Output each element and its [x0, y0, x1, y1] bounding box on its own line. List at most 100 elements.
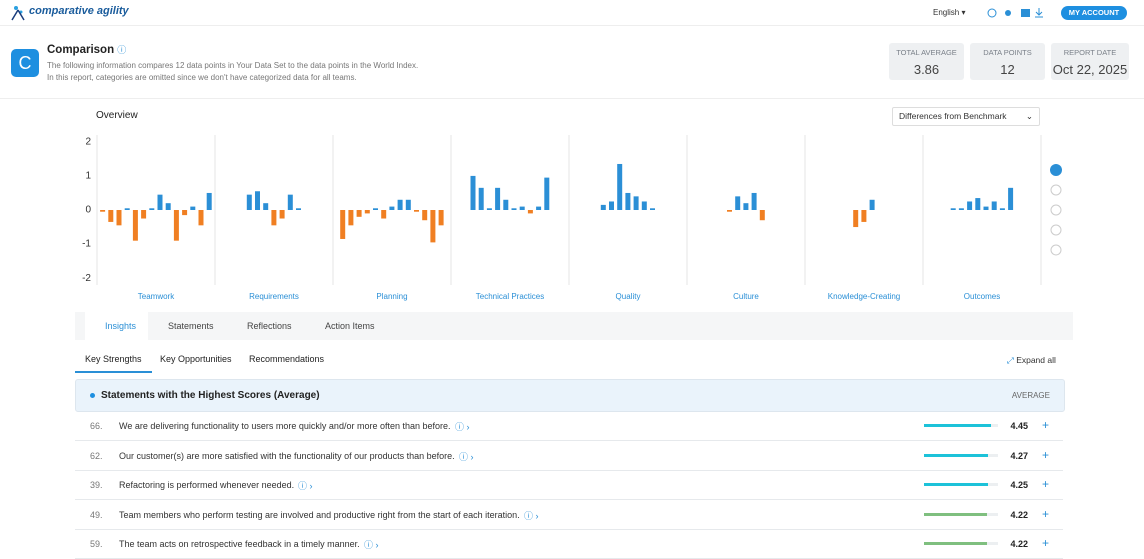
bar	[735, 196, 741, 210]
bar	[182, 210, 188, 216]
bar	[853, 210, 859, 228]
tab[interactable]: Insights	[85, 312, 149, 340]
info-icon: ⓘ ›	[455, 422, 470, 432]
bar	[165, 203, 171, 210]
view-icon[interactable]	[1050, 204, 1062, 216]
chart-title: Overview	[96, 110, 138, 121]
x-tick-label: Culture	[733, 292, 759, 301]
info-icon: ⓘ ›	[524, 510, 539, 521]
stat-card: REPORT DATE Oct 22, 2025	[1051, 43, 1129, 80]
subtab[interactable]: Key Strengths	[75, 345, 152, 373]
subtab[interactable]: Recommendations	[249, 354, 325, 364]
bar	[389, 206, 395, 210]
bar	[1008, 187, 1014, 210]
subtab[interactable]: Key Opportunities	[160, 354, 232, 364]
bar	[405, 199, 411, 210]
subtab-bar: Key Strengths Key Opportunities Recommenda…	[75, 345, 1063, 373]
description-line: In this report, categories are omitted s…	[47, 73, 357, 82]
tab-bar: Insights Statements Reflections Action Item…	[75, 312, 1073, 340]
score-bar	[924, 512, 988, 516]
row-number: 49.	[90, 509, 103, 520]
bar	[511, 208, 517, 210]
expand-row: +	[1041, 447, 1049, 462]
bar	[279, 210, 285, 219]
bar	[958, 208, 964, 210]
bar	[503, 199, 509, 210]
bar	[869, 199, 875, 210]
table-row[interactable]: 59. The team acts on retrospective feedba…	[75, 529, 1063, 559]
expand-all[interactable]: ⤢ Expand all	[1007, 355, 1056, 365]
bar	[296, 208, 301, 210]
bar	[198, 210, 204, 226]
bar	[373, 208, 378, 210]
column-header: AVERAGE	[1011, 391, 1050, 400]
stat-label: DATA POINTS	[983, 48, 1032, 57]
score-bar	[924, 453, 989, 457]
bar	[544, 177, 550, 210]
score-bar	[924, 424, 991, 427]
bar	[743, 203, 749, 210]
stat-value: 3.86	[913, 62, 940, 77]
table-row[interactable]: 62. Our customer(s) are more satisfied wi…	[75, 441, 1063, 471]
score: 4.25	[1010, 480, 1028, 490]
bar	[287, 194, 293, 210]
score-bar	[924, 483, 988, 486]
language[interactable]: English ▾	[933, 8, 966, 17]
view-icon[interactable]	[1050, 184, 1062, 196]
bar	[975, 198, 981, 210]
stat-value: Oct 22, 2025	[1052, 62, 1128, 77]
bar	[759, 210, 765, 221]
bar	[414, 210, 419, 212]
tab[interactable]: Reflections	[247, 321, 292, 331]
account-button[interactable]: MY ACCOUNT	[1061, 6, 1127, 20]
view-icon[interactable]	[1050, 244, 1062, 256]
bar	[255, 191, 260, 210]
chart-dropdown[interactable]: Differences from Benchmark ⌄	[892, 107, 1040, 126]
bar	[751, 192, 757, 210]
bar	[263, 203, 269, 210]
row-text: Team members who perform testing are inv…	[119, 509, 520, 520]
y-tick-label: -1	[82, 239, 91, 250]
bar	[609, 201, 614, 210]
expand-row: +	[1041, 506, 1049, 521]
table-row[interactable]: 66. We are delivering functionality to us…	[75, 411, 1063, 441]
expand-label: Expand all	[1016, 355, 1056, 365]
stat-label: REPORT DATE	[1063, 48, 1117, 57]
bar	[727, 210, 732, 212]
score: 4.22	[1010, 509, 1028, 520]
bar	[108, 210, 114, 222]
bar	[157, 194, 163, 210]
bar	[246, 194, 252, 210]
bar	[190, 206, 196, 210]
bar	[478, 187, 484, 210]
top-bar: comparative agility English ▾ MY ACCOUNT	[0, 0, 1144, 26]
row-number: 62.	[90, 450, 103, 461]
x-tick-label: Technical Practices	[476, 292, 544, 301]
row-text: Our customer(s) are more satisfied with …	[119, 450, 455, 461]
bar	[364, 210, 370, 214]
toolbar-icons	[987, 8, 1043, 18]
bar	[633, 196, 639, 210]
y-tick-label: -2	[82, 273, 91, 284]
info-icon: ⓘ ›	[459, 451, 474, 462]
bar	[650, 208, 655, 210]
dropdown-label: Differences from Benchmark	[899, 111, 1007, 121]
expand-row: +	[1041, 418, 1049, 432]
table-row[interactable]: 39. Refactoring is performed whenever nee…	[75, 470, 1063, 500]
bar	[124, 208, 130, 210]
expand-row: +	[1041, 477, 1049, 491]
view-icon[interactable]	[1050, 164, 1062, 176]
tab[interactable]: Action Items	[325, 321, 375, 331]
x-tick-label: Knowledge-Creating	[828, 292, 901, 301]
bar	[340, 210, 346, 239]
bar	[356, 210, 362, 217]
table-row[interactable]: 49. Team members who perform testing are …	[75, 500, 1063, 530]
bar	[600, 204, 606, 210]
title-text: Comparison	[47, 44, 115, 56]
y-tick-label: 0	[85, 205, 91, 216]
tab[interactable]: Statements	[168, 321, 214, 331]
view-icon[interactable]	[1050, 224, 1062, 236]
table-title: Statements with the Highest Scores (Aver…	[101, 390, 320, 401]
y-tick-label: 1	[85, 171, 91, 182]
